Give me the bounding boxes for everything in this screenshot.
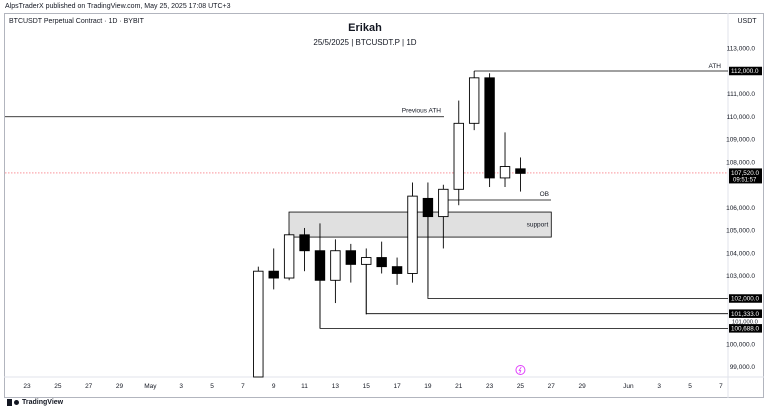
time-axis-tick: 29 bbox=[579, 383, 587, 390]
price-badge-value: 102,000.0 bbox=[731, 296, 760, 303]
chart-title: Erikah bbox=[348, 22, 382, 34]
candle-body[interactable] bbox=[376, 257, 387, 268]
price-axis-tick: 110,000.0 bbox=[727, 114, 756, 121]
chart-frame bbox=[4, 13, 764, 398]
previous-ath-label: Previous ATH bbox=[402, 108, 442, 115]
price-axis-tick: 106,000.0 bbox=[726, 205, 755, 212]
level-100688-line[interactable] bbox=[319, 280, 728, 329]
price-axis-tick: 109,000.0 bbox=[726, 137, 755, 144]
lightning-glyph bbox=[518, 366, 522, 374]
time-axis-tick: 25 bbox=[54, 383, 62, 390]
price-badge-countdown: 09:51:57 bbox=[733, 177, 757, 183]
chart-subtitle: 25/5/2025 | BTCUSDT.P | 1D bbox=[313, 38, 417, 47]
time-axis-tick: 17 bbox=[393, 383, 401, 390]
time-axis-tick: 7 bbox=[241, 383, 245, 390]
time-axis-tick: 27 bbox=[85, 383, 93, 390]
price-badge bbox=[729, 309, 762, 318]
candle-body[interactable] bbox=[391, 266, 403, 274]
price-badge bbox=[729, 168, 762, 184]
time-axis-tick: Jun bbox=[623, 383, 634, 390]
tradingview-logo-icon bbox=[7, 399, 19, 406]
time-axis-tick: 3 bbox=[179, 383, 183, 390]
candle-body[interactable] bbox=[484, 77, 495, 179]
candle-body[interactable] bbox=[314, 250, 326, 281]
candle-body[interactable] bbox=[515, 168, 526, 174]
time-axis-tick: 25 bbox=[517, 383, 525, 390]
ob-label: OB bbox=[540, 191, 549, 198]
price-axis-tick: 100,000.0 bbox=[726, 341, 755, 348]
price-badge-value: 112,000.0 bbox=[731, 68, 759, 75]
time-axis-tick: 21 bbox=[455, 383, 463, 390]
price-axis-tick: 103,000.0 bbox=[726, 273, 755, 280]
candle-body[interactable] bbox=[253, 270, 264, 378]
lightning-icon[interactable] bbox=[515, 365, 526, 375]
tradingview-brand[interactable]: TradingView bbox=[7, 399, 63, 406]
candle-body[interactable] bbox=[453, 122, 464, 190]
time-axis-tick: 29 bbox=[116, 383, 124, 390]
price-badge-partial: 101,000.0 bbox=[732, 319, 758, 325]
symbol-legend[interactable]: BTCUSDT Perpetual Contract · 1D · BYBIT bbox=[9, 18, 144, 25]
support-label: support bbox=[527, 222, 549, 229]
level-101333-line[interactable] bbox=[365, 257, 728, 315]
price-badge-value: 100,688.0 bbox=[731, 325, 760, 332]
price-badge-partial-bg bbox=[729, 318, 761, 324]
candle-body[interactable] bbox=[345, 250, 357, 265]
price-axis-tick: 104,000.0 bbox=[726, 250, 755, 257]
time-axis-tick: May bbox=[144, 383, 157, 390]
ath-label: ATH bbox=[708, 63, 721, 70]
price-badge bbox=[729, 66, 762, 76]
price-badge bbox=[729, 324, 762, 333]
candle-body[interactable] bbox=[330, 250, 341, 281]
candle-body[interactable] bbox=[299, 234, 310, 252]
time-axis-tick: 27 bbox=[548, 383, 556, 390]
time-axis-tick: 5 bbox=[688, 383, 692, 390]
published-note: AlpsTraderX published on TradingView.com… bbox=[5, 3, 231, 10]
candle-body[interactable] bbox=[468, 77, 480, 124]
time-axis-tick: 9 bbox=[272, 383, 276, 390]
time-axis-tick: 23 bbox=[486, 383, 494, 390]
candle-body[interactable] bbox=[422, 197, 434, 218]
candle-body[interactable] bbox=[438, 188, 449, 218]
currency-label[interactable]: USDT bbox=[737, 18, 757, 25]
price-axis-tick: 105,000.0 bbox=[726, 228, 755, 235]
price-axis-tick: 113,000.0 bbox=[727, 46, 756, 53]
price-axis-tick: 99,000.0 bbox=[730, 364, 756, 371]
support-zone[interactable] bbox=[288, 211, 552, 238]
time-axis-tick: 13 bbox=[332, 383, 340, 390]
candle-body[interactable] bbox=[499, 166, 511, 179]
candle-body[interactable] bbox=[283, 234, 295, 279]
time-axis-tick: 11 bbox=[301, 383, 308, 390]
time-axis-tick: 7 bbox=[719, 383, 723, 390]
time-axis-tick: 3 bbox=[657, 383, 661, 390]
candle-body[interactable] bbox=[407, 195, 418, 274]
price-axis-tick: 108,000.0 bbox=[726, 159, 755, 166]
time-axis-tick: 5 bbox=[210, 383, 214, 390]
time-axis-tick: 15 bbox=[363, 383, 371, 390]
time-axis-tick: 23 bbox=[23, 383, 31, 390]
price-badge bbox=[729, 294, 762, 303]
brand-label: TradingView bbox=[22, 399, 64, 406]
price-axis-tick: 111,000.0 bbox=[727, 91, 755, 98]
price-badge-value: 101,333.0 bbox=[731, 311, 760, 318]
price-badge-value: 107,520.0 bbox=[731, 170, 760, 177]
candle-body[interactable] bbox=[268, 270, 279, 279]
candle-body[interactable] bbox=[361, 257, 372, 265]
time-axis-tick: 19 bbox=[424, 383, 432, 390]
